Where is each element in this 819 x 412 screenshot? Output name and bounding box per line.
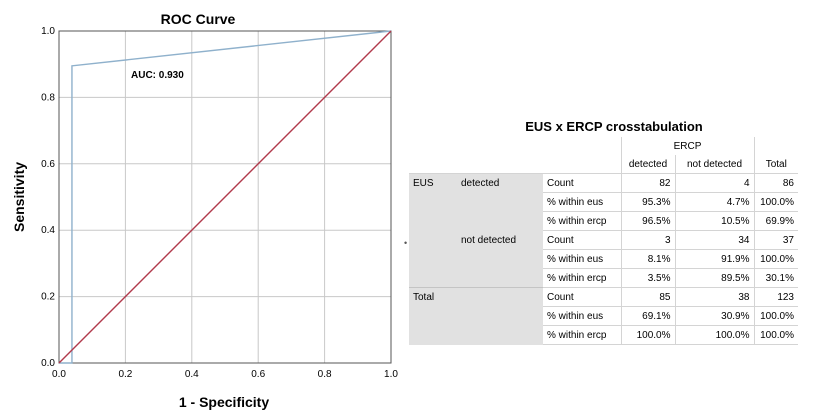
y-tick-label: 0.4 [41,225,55,236]
row-subgroup-label [457,211,543,231]
cell-value: 95.3% [620,192,675,212]
reference-diagonal-line [58,30,392,364]
x-axis-title: 1 - Specificity [179,394,269,410]
cell-value: 4.7% [674,192,754,212]
cell-value: 86 [753,173,798,193]
x-tick-label: 0.2 [118,369,132,380]
column-header: detected [620,155,675,174]
roc-curve-line [59,30,392,364]
crosstab-panel: EUS x ERCP crosstabulation ERCP detected… [409,117,819,345]
x-tick-label: 0.4 [185,369,199,380]
table-row: Total Count 85 38 123 [409,287,798,307]
statistic-label: % within ercp [543,268,621,288]
column-group-label: ERCP [620,137,754,155]
cell-value: 3 [620,230,675,250]
cell-value: 4 [674,173,754,193]
y-tick-label: 0.6 [41,159,55,170]
header-spacer [409,155,621,174]
x-tick-label: 1.0 [384,369,398,380]
cell-value: 30.1% [753,268,798,288]
series-group [58,30,392,364]
cell-value: 100.0% [753,325,798,345]
cell-value: 85 [620,287,675,307]
roc-chart: ROC Curve 0.0 0.2 0.4 0.6 0.8 1.0 0.0 0.2 0.4 0.6… [11,11,398,410]
cell-value: 123 [753,287,798,307]
cell-value: 100.0% [753,306,798,326]
cell-value: 91.9% [674,249,754,269]
statistic-label: % within ercp [543,325,621,345]
cell-value: 38 [674,287,754,307]
row-group-label [409,230,457,250]
row-group-label [409,268,457,288]
x-tick-label: 0.8 [318,369,332,380]
statistic-label: % within eus [543,192,621,212]
statistic-label: Count [543,173,621,193]
column-header: Total [753,155,798,174]
row-group-label [409,249,457,269]
table-row: EUS detected Count 82 4 86 [409,173,798,193]
table-row: % within eus 8.1% 91.9% 100.0% [409,249,798,269]
row-group-label [409,192,457,212]
row-subgroup-label [457,192,543,212]
table-row: % within ercp 96.5% 10.5% 69.9% [409,211,798,231]
y-tick-label: 1.0 [41,26,55,37]
cell-value: 82 [620,173,675,193]
statistic-label: Count [543,230,621,250]
table-row: % within eus 69.1% 30.9% 100.0% [409,306,798,326]
y-tick-label: 0.8 [41,92,55,103]
row-subgroup-label [457,268,543,288]
cell-value: 100.0% [620,325,675,345]
cell-value: 89.5% [674,268,754,288]
cell-value: 10.5% [674,211,754,231]
table-row: % within eus 95.3% 4.7% 100.0% [409,192,798,212]
cell-value: 96.5% [620,211,675,231]
cell-value: 30.9% [674,306,754,326]
y-tick-label: 0.0 [41,358,55,369]
axis-ticks: 0.0 0.2 0.4 0.6 0.8 1.0 0.0 0.2 0.4 0.6 0.8 1.0 [41,26,398,380]
cell-value: 100.0% [674,325,754,345]
row-subgroup-label [457,306,543,326]
table-row: % within ercp 3.5% 89.5% 30.1% [409,268,798,288]
cell-value: 8.1% [620,249,675,269]
row-subgroup-label: not detected [457,230,543,250]
row-group-label [409,325,457,345]
y-tick-label: 0.2 [41,292,55,303]
header-spacer [409,137,621,155]
statistic-label: % within eus [543,249,621,269]
header-spacer [753,137,798,155]
stray-dot: • [404,238,408,248]
cell-value: 100.0% [753,192,798,212]
table-row: % within ercp 100.0% 100.0% 100.0% [409,325,798,345]
statistic-label: % within eus [543,306,621,326]
plot-frame [58,30,392,364]
cell-value: 37 [753,230,798,250]
chart-title: ROC Curve [161,11,236,27]
cell-value: 100.0% [753,249,798,269]
statistic-label: % within ercp [543,211,621,231]
row-subgroup-label: detected [457,173,543,193]
row-group-label: Total [409,287,457,307]
column-header: not detected [674,155,754,174]
row-group-label [409,211,457,231]
row-subgroup-label [457,287,543,307]
cell-value: 34 [674,230,754,250]
cell-value: 69.9% [753,211,798,231]
statistic-label: Count [543,287,621,307]
x-tick-label: 0.0 [52,369,66,380]
table-row: not detected Count 3 34 37 [409,230,798,250]
row-group-label: EUS [409,173,457,193]
y-axis-title: Sensitivity [11,162,27,232]
crosstab-title: EUS x ERCP crosstabulation [525,119,703,134]
row-group-label [409,306,457,326]
row-subgroup-label [457,249,543,269]
row-subgroup-label [457,325,543,345]
cell-value: 3.5% [620,268,675,288]
cell-value: 69.1% [620,306,675,326]
x-tick-label: 0.6 [251,369,265,380]
crosstab-table: ERCP detected not detected Total EUS dete… [409,137,798,345]
auc-annotation: AUC: 0.930 [131,70,184,81]
